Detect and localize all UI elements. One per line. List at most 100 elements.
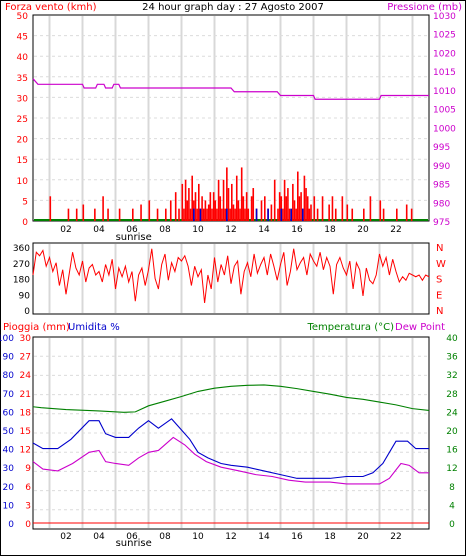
pressure-y-tick: 990 — [433, 162, 450, 172]
gust-bar — [331, 196, 334, 221]
temp-lines — [32, 384, 430, 524]
pressure-y-tick: 1030 — [433, 12, 456, 22]
gust-bar — [346, 204, 349, 221]
temp-y-tick: 12 — [446, 464, 457, 474]
rain-y-tick: 3 — [25, 501, 31, 511]
humidity-y-ticks: 0 10 20 30 40 50 60 70 80 90 100 — [0, 334, 14, 530]
compass-label: N — [436, 306, 443, 317]
temp-y-tick: 8 — [449, 483, 455, 493]
gust-bar — [369, 196, 372, 221]
gust-bar — [222, 179, 225, 221]
gust-bar — [82, 204, 85, 221]
wind-bars — [34, 167, 428, 221]
dewpoint-axis-title: Dew Point — [395, 322, 445, 333]
chart-title: 24 hour graph day : 27 Agosto 2007 — [142, 2, 324, 13]
gust-bar — [363, 208, 365, 221]
direction-plot-area — [32, 242, 430, 315]
gust-bar — [244, 208, 246, 221]
humidity-y-tick: 80 — [3, 371, 15, 381]
gust-bar — [305, 188, 307, 221]
direction-y-tick: 270 — [13, 260, 30, 270]
hour-tick: 20 — [357, 225, 369, 235]
direction-series — [32, 248, 430, 304]
wind-y-tick: 20 — [17, 136, 29, 146]
humidity-y-tick: 70 — [3, 390, 15, 400]
hour-tick: 12 — [225, 532, 236, 542]
compass-label: S — [436, 275, 442, 286]
hour-tick: 10 — [192, 225, 204, 235]
gust-bar — [234, 208, 236, 221]
rain-y-tick: 9 — [25, 464, 31, 474]
wind-bar — [193, 208, 195, 221]
gust-bar — [288, 208, 291, 221]
rain-y-tick: 24 — [20, 371, 32, 381]
gust-bar — [165, 208, 167, 221]
gust-bar — [94, 208, 96, 221]
pressure-series — [32, 78, 429, 100]
pressure-y-tick: 995 — [433, 143, 450, 153]
gust-bar — [184, 179, 187, 221]
gust-bar — [216, 208, 218, 221]
gust-bar — [224, 208, 226, 221]
direction-y-tick: 0 — [24, 307, 30, 317]
gust-bar — [237, 200, 240, 221]
gust-bar — [410, 208, 413, 221]
gust-bar — [204, 200, 207, 221]
wind-y-tick: 25 — [17, 115, 28, 125]
hour-tick: 04 — [93, 225, 105, 235]
gust-bar — [242, 196, 245, 221]
gust-bar — [334, 208, 337, 221]
hour-tick: 16 — [291, 532, 303, 542]
gust-bar — [232, 204, 235, 221]
gust-bar — [188, 188, 190, 221]
gust-bar — [292, 183, 294, 221]
gust-bar — [75, 208, 78, 221]
humidity-y-tick: 20 — [3, 483, 15, 493]
gust-bar — [118, 208, 121, 221]
temperature-axis-title: Temperatura (°C) — [306, 322, 394, 333]
rain-y-tick: 21 — [20, 390, 31, 400]
rain-y-ticks: 0 3 6 9 12 15 18 21 24 27 30 — [20, 334, 32, 530]
gust-bar — [202, 208, 205, 221]
wind-y-tick: 35 — [17, 74, 28, 84]
gust-bar — [260, 200, 263, 221]
gust-bar — [229, 208, 231, 221]
gust-bar — [67, 208, 70, 221]
wind-y-tick: 10 — [17, 177, 29, 187]
gust-bar — [178, 208, 180, 221]
gust-bar — [293, 200, 296, 221]
gust-bar — [227, 188, 230, 221]
compass-label: W — [436, 259, 446, 270]
gust-bar — [278, 192, 281, 221]
gust-bar — [341, 196, 344, 221]
gust-bar — [405, 204, 408, 221]
rain-y-tick: 30 — [20, 334, 32, 344]
humidity-y-tick: 40 — [3, 446, 15, 456]
temp-y-tick: 36 — [446, 353, 458, 363]
humidity-y-tick: 90 — [3, 353, 15, 363]
gust-bar — [313, 196, 316, 221]
compass-label: E — [436, 290, 442, 301]
wind-bar — [255, 208, 258, 221]
temp-humidity-panel: Pioggia (mm) Umidita % Temperatura (°C) … — [0, 322, 458, 549]
humidity-axis-title: Umidita % — [68, 322, 120, 333]
gust-bar — [300, 192, 302, 221]
wind-pressure-panel: Forza vento (kmh) 24 hour graph day : 27… — [5, 2, 462, 243]
gust-bar — [194, 192, 197, 221]
gust-bar — [308, 208, 311, 221]
gust-bar — [283, 179, 286, 221]
pressure-line — [32, 78, 429, 100]
gust-bar — [396, 208, 398, 221]
humidity-y-tick: 30 — [3, 464, 15, 474]
gust-bar — [181, 183, 184, 221]
wind-y-tick: 40 — [17, 53, 29, 63]
wind-axis-title: Forza vento (kmh) — [5, 2, 97, 13]
hour-tick: 02 — [60, 532, 71, 542]
wind-grid — [34, 16, 428, 220]
pressure-y-tick: 980 — [433, 199, 450, 209]
wind-bar — [199, 208, 202, 221]
rain-y-tick: 27 — [20, 353, 31, 363]
hour-tick: 08 — [159, 532, 171, 542]
